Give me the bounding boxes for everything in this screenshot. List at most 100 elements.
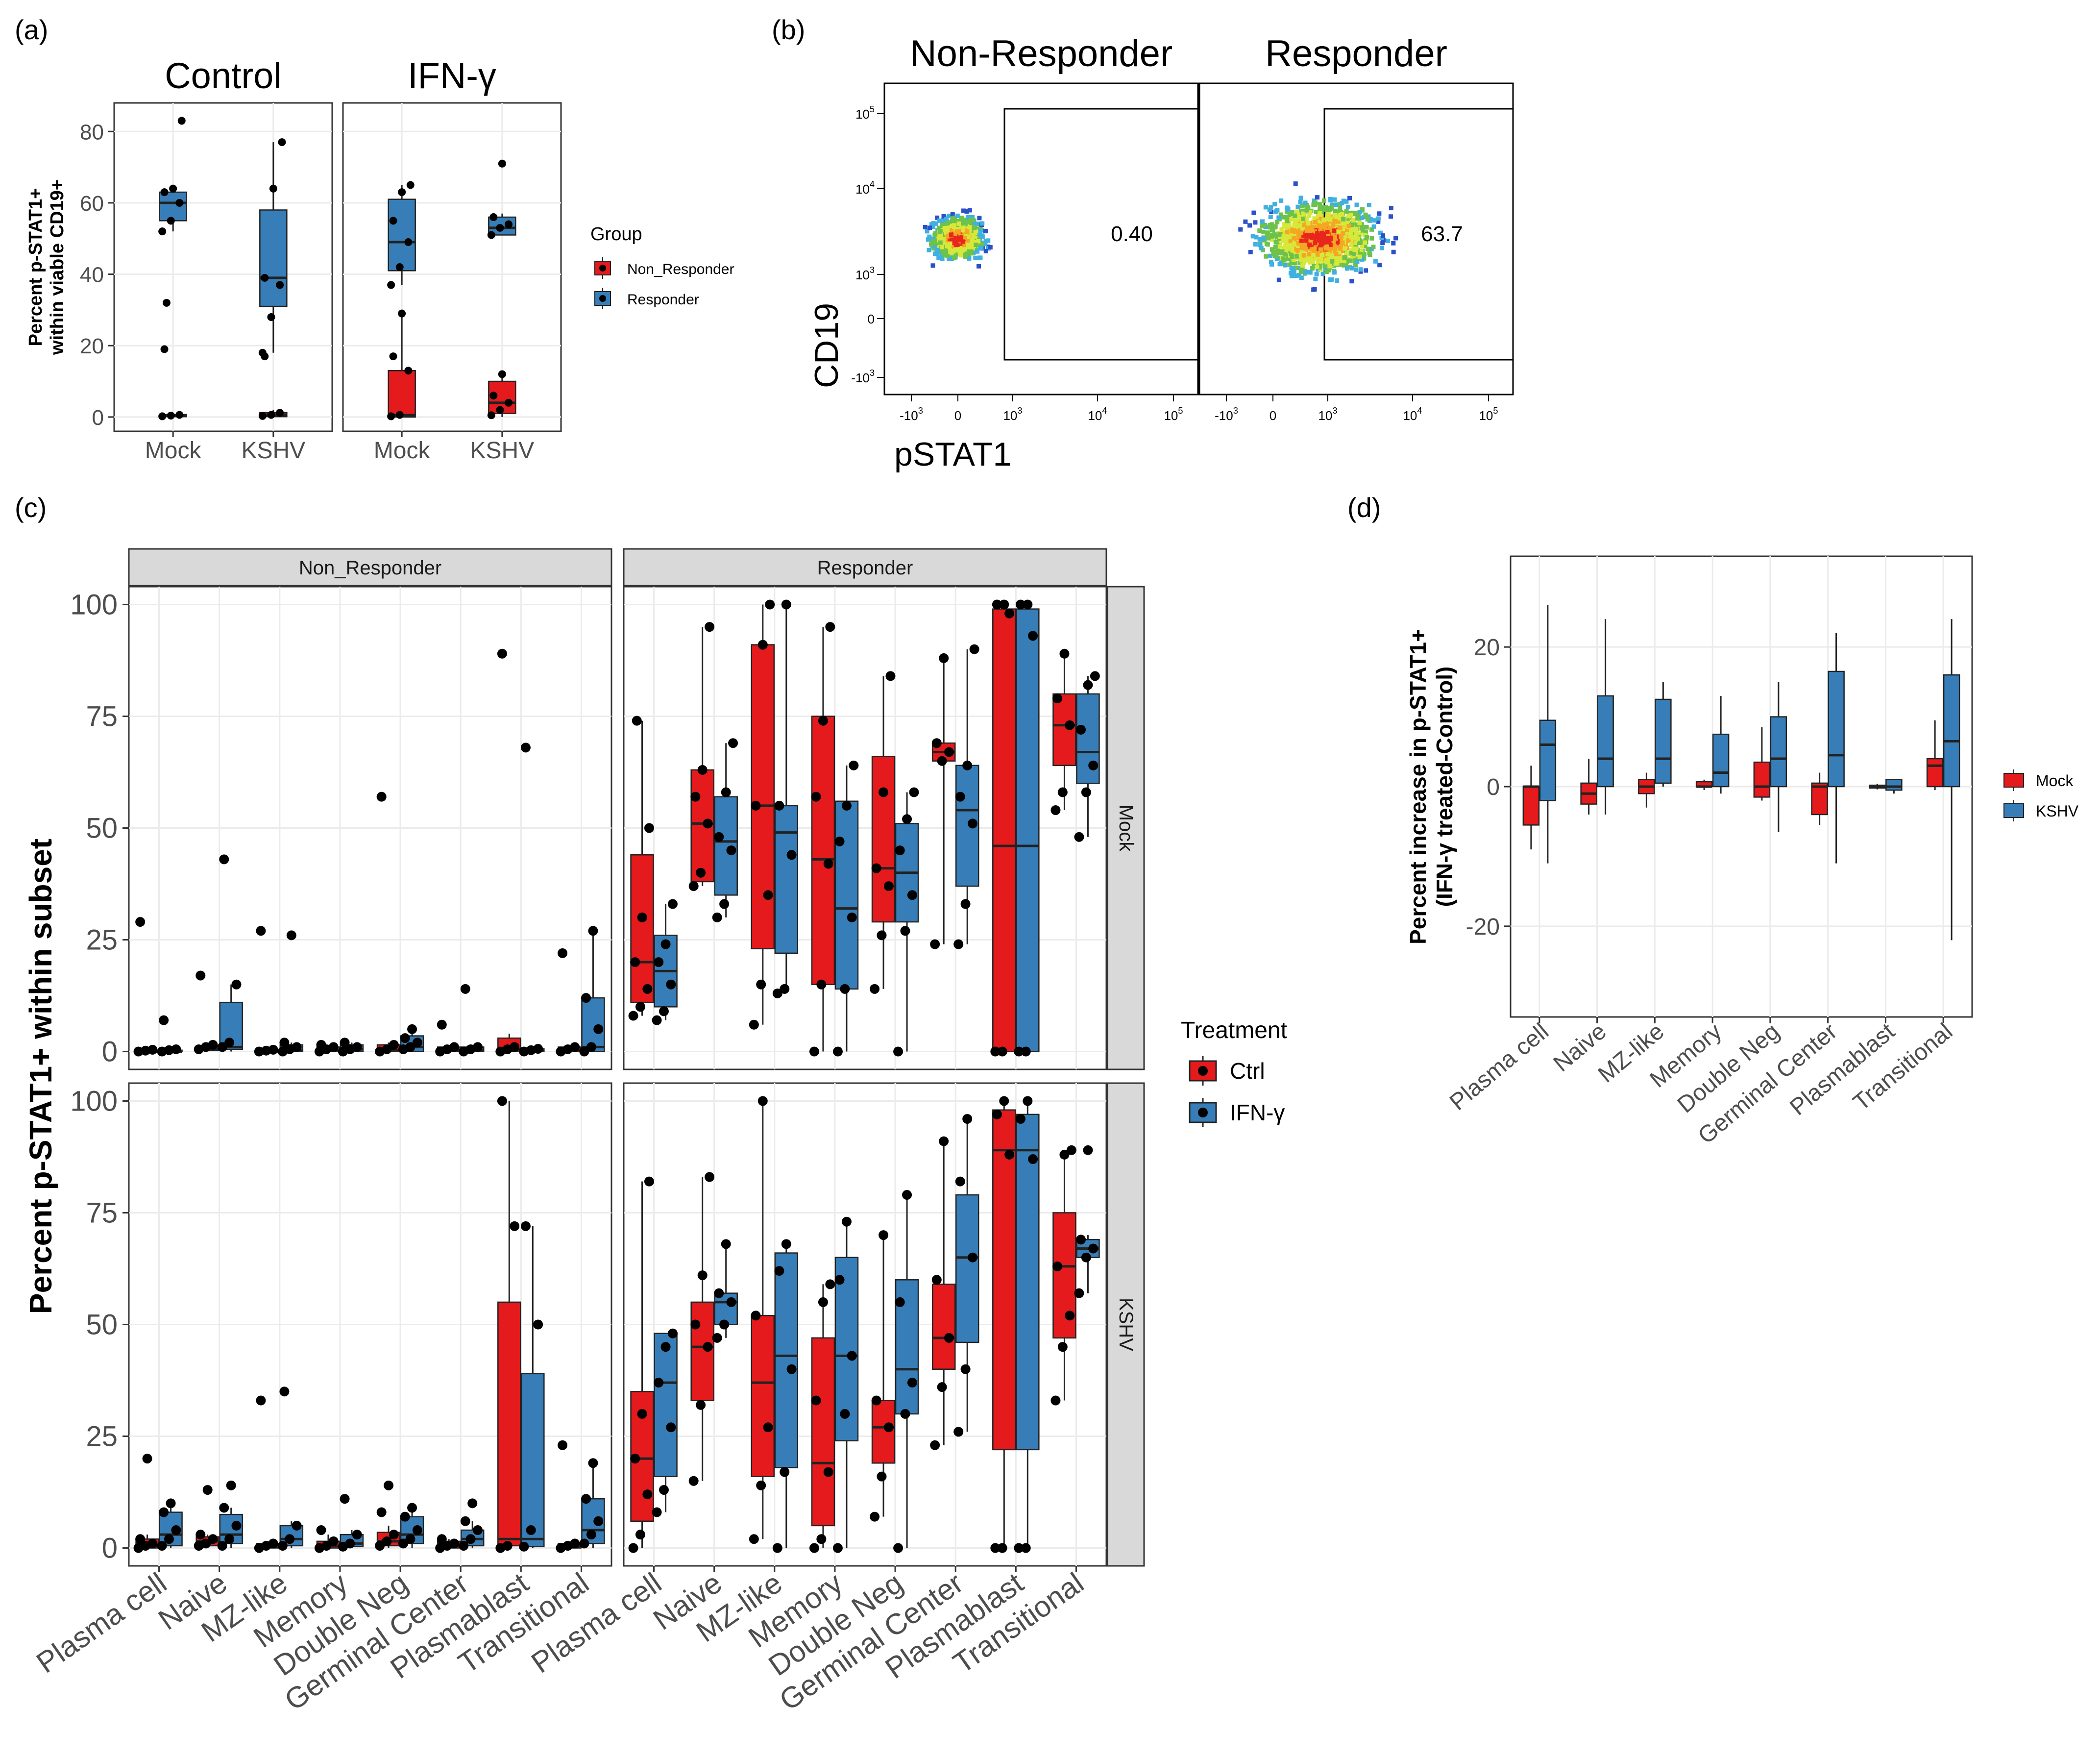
panel-a-chart: Control Mock KSHV IFN-γ Mock KSHV 0 20 40 60 80 Per…	[25, 55, 734, 464]
y-tick-label: 20	[1474, 635, 1500, 661]
box-box	[774, 805, 799, 954]
flow-event	[1347, 196, 1352, 200]
flow-event	[950, 216, 955, 221]
flow-event	[1261, 229, 1266, 234]
flow-event	[1269, 224, 1274, 229]
flow-event	[1300, 226, 1305, 231]
flow-event	[1338, 225, 1343, 230]
flow-event	[1292, 213, 1297, 218]
flow-event	[1272, 202, 1277, 207]
flow-event	[936, 255, 941, 260]
box-point	[997, 1046, 1007, 1057]
flow-event	[1343, 243, 1348, 248]
flow-event	[1380, 246, 1385, 250]
flow-event	[1280, 249, 1285, 254]
flow-event	[945, 220, 950, 225]
flow-event	[1297, 224, 1302, 229]
box-point	[352, 1042, 362, 1052]
box-point	[171, 1044, 181, 1054]
box-point	[147, 1044, 158, 1055]
flow-event	[1313, 220, 1318, 224]
flow-event	[1295, 204, 1300, 209]
flow-event	[972, 221, 977, 226]
panel-label-a: (a)	[15, 14, 48, 45]
box-point	[885, 671, 896, 681]
flow-event	[927, 248, 931, 252]
flow-event	[1275, 220, 1280, 224]
legend-key-box	[2003, 803, 2024, 818]
flow-event	[1380, 241, 1385, 246]
flow-event	[1284, 247, 1289, 251]
box-point	[728, 738, 738, 748]
flow-event	[1273, 254, 1278, 259]
flow-event	[1340, 240, 1345, 245]
box-point	[816, 979, 827, 990]
box-box	[992, 1109, 1016, 1451]
flow-event	[1303, 258, 1308, 263]
y-tick-label: 100	[70, 1085, 118, 1117]
box-point	[345, 1538, 355, 1549]
flow-event	[967, 225, 972, 230]
flow-event	[1378, 230, 1383, 235]
y-tick-label: -20	[1466, 914, 1500, 940]
box-point	[1023, 599, 1033, 610]
box-point	[219, 1503, 229, 1513]
box-box	[159, 191, 187, 222]
box-point	[997, 1543, 1007, 1553]
flow-event	[936, 238, 941, 243]
box-point	[1015, 599, 1026, 610]
box-point	[893, 1046, 903, 1057]
flow-event	[1267, 207, 1272, 212]
flow-event	[931, 236, 936, 241]
box-point	[256, 1395, 266, 1406]
flow-event	[1332, 228, 1337, 233]
box-point	[169, 184, 177, 193]
flow-event	[1267, 234, 1271, 239]
flow-event	[1268, 214, 1273, 219]
box-point	[258, 348, 267, 357]
flow-event	[934, 250, 939, 255]
box-point	[437, 1019, 447, 1030]
flow-event	[973, 233, 978, 238]
box-point	[1066, 1145, 1076, 1155]
flow-event	[1321, 231, 1326, 236]
y-axis-title: Percent increase in p-STAT1+(IFN-γ treat…	[1405, 629, 1457, 944]
flow-event	[1329, 205, 1334, 210]
box-box	[751, 1315, 775, 1477]
box-point	[321, 1540, 332, 1551]
flow-event	[1338, 208, 1343, 213]
box-point	[520, 1221, 531, 1231]
box-point	[400, 1033, 410, 1043]
box-point	[404, 238, 413, 247]
flow-event	[1332, 197, 1337, 202]
facet-panel	[113, 102, 333, 432]
flow-event	[1364, 235, 1369, 240]
box-point	[659, 1485, 669, 1495]
box-box	[1926, 758, 1944, 788]
box-box	[1052, 1212, 1076, 1339]
legend-key-point	[599, 295, 606, 302]
flow-event	[1369, 236, 1374, 241]
flow-event	[1391, 241, 1396, 246]
flow-event	[1298, 236, 1303, 241]
flow-event	[1283, 249, 1288, 254]
box-point	[467, 1498, 478, 1509]
box-point	[460, 1516, 470, 1526]
flow-event	[1369, 227, 1374, 232]
flow-event	[931, 221, 936, 226]
flow-event	[1363, 237, 1368, 242]
flow-event	[1359, 215, 1364, 220]
box-point	[667, 899, 678, 909]
flow-event	[1358, 232, 1363, 237]
box-point	[382, 1044, 392, 1054]
box-point	[376, 792, 387, 802]
box-point	[167, 411, 175, 420]
flow-event	[1281, 215, 1286, 220]
flow-event	[1302, 223, 1307, 227]
x-tick-label: 104	[1403, 406, 1422, 423]
flow-event	[967, 256, 972, 261]
flow-event	[1287, 214, 1292, 219]
box-point	[832, 1046, 843, 1057]
y-tick-label: -103	[851, 368, 875, 385]
box-point	[907, 1378, 917, 1388]
